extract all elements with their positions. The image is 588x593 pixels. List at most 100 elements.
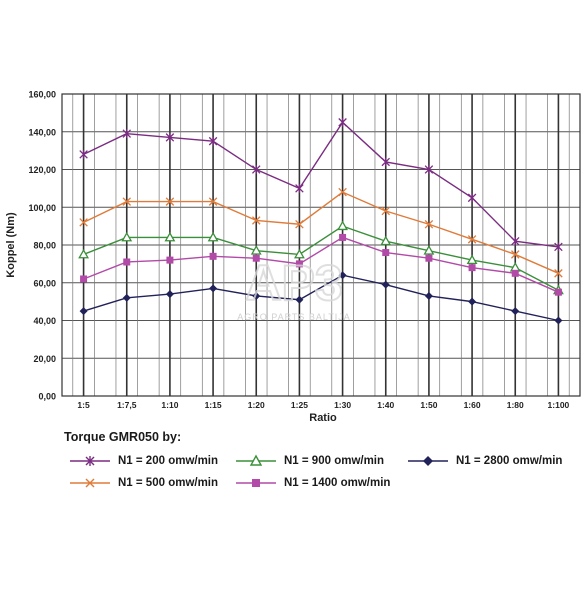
data-point-series-1 — [122, 197, 132, 206]
plot-frame — [61, 93, 581, 397]
data-point-series-0 — [381, 157, 391, 167]
data-point-series-1 — [338, 187, 347, 197]
series-line-1 — [83, 191, 559, 274]
data-point-series-1 — [251, 216, 261, 225]
data-point-series-3 — [123, 258, 131, 266]
data-point-series-1 — [295, 219, 304, 229]
series-line-0 — [83, 121, 559, 248]
series-line-4 — [83, 274, 559, 322]
data-point-series-3 — [468, 264, 476, 272]
data-point-series-2 — [164, 231, 176, 242]
data-point-series-2 — [250, 245, 262, 255]
legend-label-900: N1 = 900 omw/min — [284, 455, 385, 467]
data-point-series-1 — [165, 197, 175, 206]
data-point-series-1 — [467, 235, 477, 244]
legend-item-200: N1 = 200 omw/min — [70, 454, 218, 468]
data-point-series-3 — [511, 269, 519, 277]
y-tick-label: 140,00 — [28, 127, 56, 137]
legend-label-2800: N1 = 2800 omw/min — [456, 455, 563, 467]
data-point-series-3 — [382, 249, 390, 257]
series-line-3 — [83, 236, 559, 293]
legend-label-1400: N1 = 1400 omw/min — [284, 477, 391, 489]
legend-item-900: N1 = 900 omw/min — [236, 454, 384, 468]
y-axis-title: Koppel (Nm) — [5, 212, 17, 278]
x-tick-label: 1:7,5 — [117, 400, 137, 410]
legend-swatch-500 — [70, 478, 110, 488]
legend-item-500: N1 = 500 omw/min — [70, 476, 218, 490]
legend-title: Torque GMR050 by: — [64, 430, 182, 444]
x-tick-label: 1:20 — [248, 400, 265, 410]
data-point-series-2 — [466, 254, 478, 265]
legend-item-2800: N1 = 2800 omw/min — [408, 454, 562, 468]
x-tick-label: 1:60 — [464, 400, 481, 410]
data-point-series-4 — [511, 307, 520, 316]
data-point-series-0 — [295, 184, 304, 193]
data-point-series-3 — [252, 254, 260, 262]
data-point-series-4 — [122, 293, 131, 302]
data-point-series-1 — [79, 218, 88, 227]
data-point-series-4 — [468, 297, 477, 306]
data-point-series-4 — [209, 284, 218, 293]
legend-label-500: N1 = 500 omw/min — [118, 477, 219, 489]
data-point-series-3 — [209, 252, 217, 260]
data-point-series-0 — [122, 129, 132, 138]
data-point-series-0 — [338, 118, 347, 127]
data-point-series-2 — [294, 248, 305, 259]
x-tick-label: 1:80 — [507, 400, 524, 410]
legend-item-1400: N1 = 1400 omw/min — [236, 476, 390, 490]
data-point-series-3 — [80, 275, 88, 283]
legend-label-200: N1 = 200 omw/min — [118, 455, 219, 467]
data-point-series-4 — [295, 295, 304, 304]
x-tick-label: 1:5 — [77, 400, 90, 410]
data-point-series-1 — [381, 206, 391, 216]
data-point-series-2 — [380, 235, 392, 246]
data-point-series-3 — [339, 233, 347, 241]
data-point-series-2 — [121, 231, 133, 242]
data-point-series-1 — [554, 269, 563, 278]
x-tick-label: 1:50 — [420, 400, 437, 410]
y-tick-label: 100,00 — [28, 203, 56, 213]
data-point-series-0 — [554, 242, 563, 252]
data-point-series-4 — [165, 290, 174, 299]
data-point-series-4 — [338, 271, 347, 280]
data-point-series-3 — [554, 288, 562, 296]
data-point-series-4 — [79, 307, 88, 316]
data-point-series-2 — [207, 231, 219, 242]
y-tick-label: 80,00 — [33, 241, 56, 251]
x-tick-label: 1:40 — [377, 400, 394, 410]
data-point-series-1 — [424, 219, 434, 229]
data-point-series-4 — [424, 291, 433, 300]
x-tick-label: 1:30 — [334, 400, 351, 410]
y-tick-label: 0,00 — [38, 392, 56, 402]
x-tick-label: 1:10 — [161, 400, 178, 410]
y-tick-label: 40,00 — [33, 316, 56, 326]
data-point-series-4 — [252, 291, 261, 300]
data-point-series-4 — [381, 280, 390, 289]
data-point-series-1 — [510, 250, 520, 259]
x-tick-label: 1:100 — [548, 400, 570, 410]
series-line-2 — [83, 225, 559, 291]
y-tick-label: 160,00 — [28, 90, 56, 100]
data-point-series-0 — [79, 150, 88, 159]
data-point-series-0 — [467, 193, 477, 203]
legend-swatch-1400 — [236, 479, 276, 487]
x-tick-label: 1:25 — [291, 400, 308, 410]
legend-swatch-2800 — [408, 456, 448, 466]
data-point-series-0 — [424, 165, 434, 174]
x-axis-title: Ratio — [309, 412, 337, 424]
data-point-series-4 — [554, 316, 563, 325]
y-tick-label: 120,00 — [28, 165, 56, 175]
y-tick-label: 20,00 — [33, 354, 56, 364]
data-point-series-0 — [251, 165, 261, 174]
data-point-series-2 — [337, 220, 348, 231]
data-point-series-3 — [166, 256, 174, 264]
data-point-series-0 — [165, 133, 175, 142]
y-tick-label: 60,00 — [33, 278, 56, 288]
data-point-series-2 — [78, 248, 89, 259]
data-point-series-3 — [295, 260, 303, 268]
data-point-series-3 — [425, 254, 433, 262]
data-point-series-1 — [208, 197, 218, 206]
legend-swatch-900 — [236, 454, 276, 466]
